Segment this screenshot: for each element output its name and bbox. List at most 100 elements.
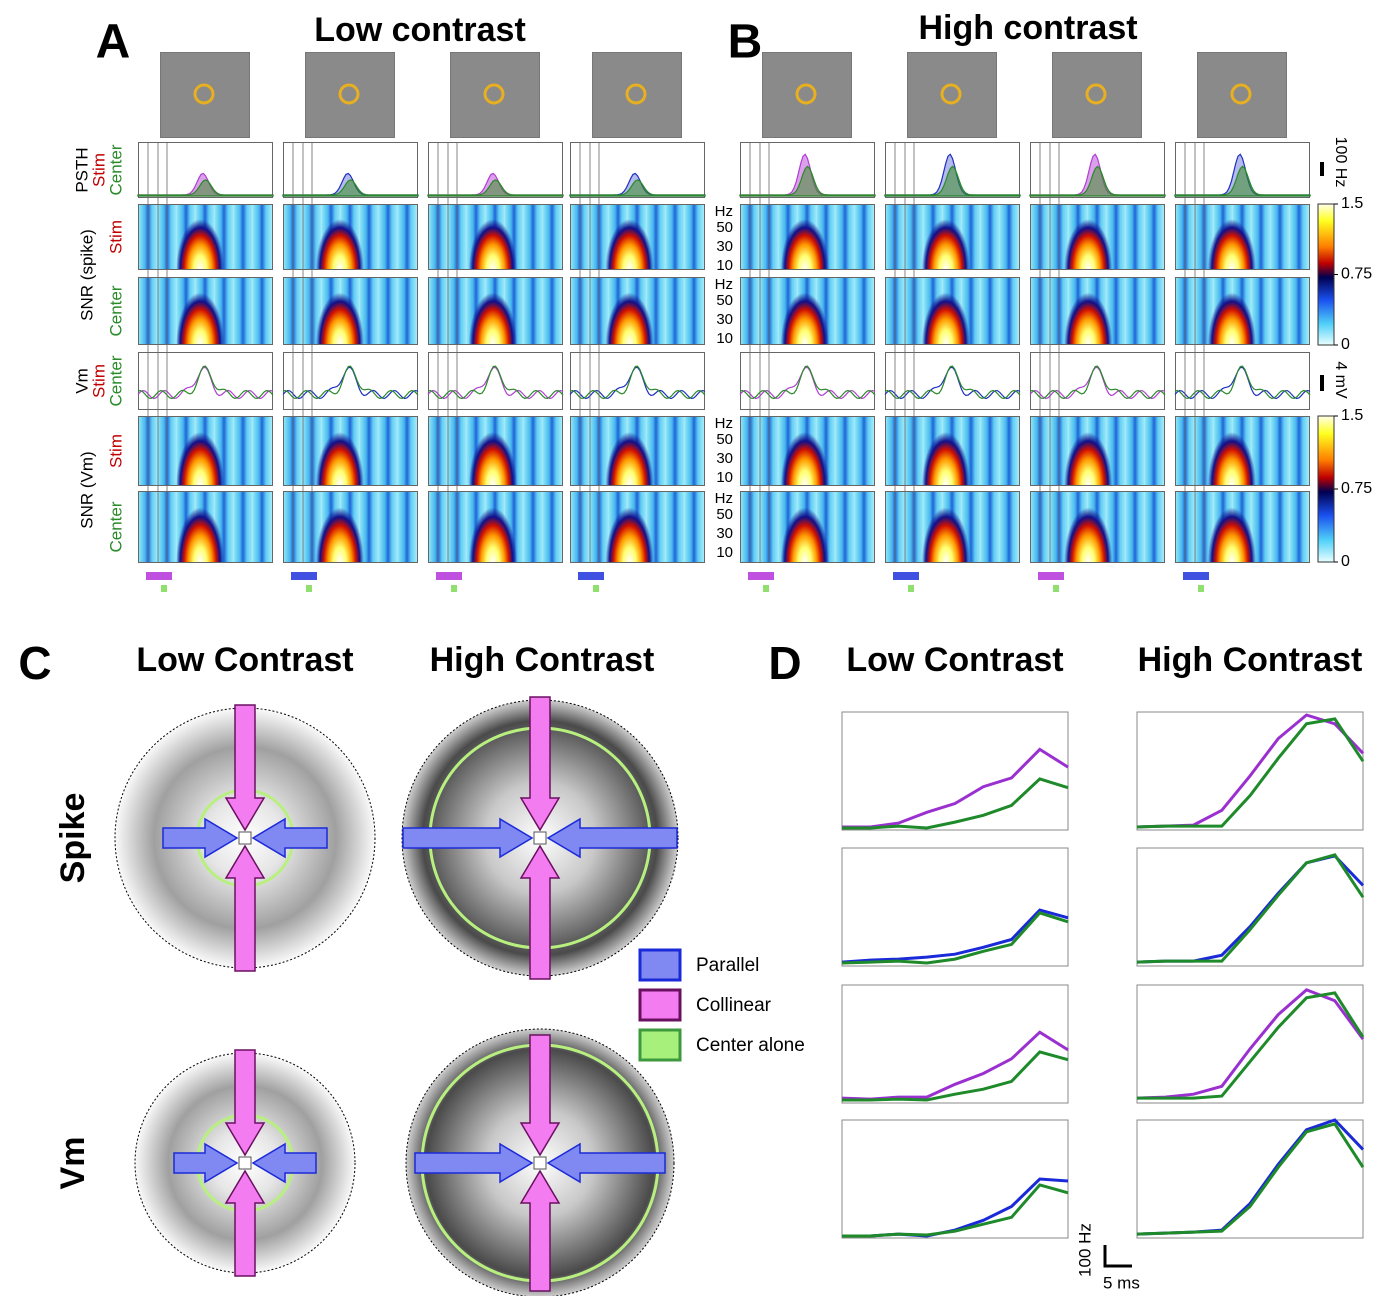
trace (282, 366, 419, 400)
stimulus-icon (1053, 585, 1059, 592)
row-label: Center (106, 501, 125, 552)
colorbar-label: 1.5 (1341, 195, 1363, 212)
scale-bar (1320, 375, 1324, 391)
spectrogram (570, 416, 705, 486)
spectrogram (885, 416, 1020, 486)
spectrogram (885, 204, 1020, 270)
colorbar-label: 0.75 (1341, 480, 1372, 497)
column-title: High Contrast (1138, 641, 1363, 679)
plot-frame (841, 711, 1069, 831)
spectrogram (1030, 491, 1165, 563)
plot-frame (841, 1119, 1069, 1239)
trace (137, 179, 274, 197)
scale-label: 100 Hz (1332, 137, 1349, 188)
spectrogram (283, 416, 418, 486)
center-square (238, 831, 252, 845)
stimulus-icon (451, 585, 457, 592)
center-square (238, 1156, 252, 1170)
row-label: Center (106, 355, 125, 406)
column-title: Low Contrast (846, 641, 1063, 679)
data-line (842, 1050, 1069, 1102)
stimulus-image (305, 52, 395, 138)
scale-bar (1103, 1245, 1132, 1268)
spectrogram (1030, 277, 1165, 345)
freq-unit: Hz (715, 415, 733, 432)
arrow (224, 1169, 266, 1277)
trace-panel (1030, 352, 1165, 410)
spectrogram (428, 416, 563, 486)
stimulus-image (762, 52, 852, 138)
trace (1029, 165, 1166, 197)
center-square (533, 831, 547, 845)
freq-tick: 30 (716, 311, 733, 328)
freq-tick: 50 (716, 431, 733, 448)
spectrogram (740, 491, 875, 563)
scale-label: 5 ms (1103, 1273, 1140, 1292)
arrow (414, 1142, 534, 1184)
trace (884, 366, 1021, 400)
stimulus-image (160, 52, 250, 138)
receptive-field (1230, 83, 1252, 105)
freq-tick: 10 (716, 257, 733, 274)
receptive-field (795, 83, 817, 105)
row-title: Spike (54, 793, 92, 884)
colorbar (1317, 415, 1335, 563)
colorbar (1317, 203, 1335, 346)
spectrogram (740, 204, 875, 270)
arrow (546, 1142, 666, 1184)
data-line (1136, 853, 1365, 964)
stimulus-icon (578, 572, 604, 580)
panel-letter: A (96, 16, 131, 69)
trace-panel (283, 352, 418, 410)
spectrogram (570, 491, 705, 563)
stimulus-image (1052, 52, 1142, 138)
trace (884, 165, 1021, 197)
arrow (519, 844, 561, 980)
stimulus-image (907, 52, 997, 138)
panel-title: High contrast (918, 9, 1137, 47)
stimulus-icon (908, 585, 914, 592)
plot-frame (1136, 984, 1364, 1104)
legend-label: Parallel (696, 955, 759, 976)
row-label: Stim (106, 434, 125, 468)
stimulus-icon (436, 572, 462, 580)
freq-unit: Hz (715, 203, 733, 220)
legend-label: Collinear (696, 995, 772, 1016)
trace-panel (570, 352, 705, 410)
receptive-field (940, 83, 962, 105)
trace (569, 366, 706, 400)
trace-panel (740, 352, 875, 410)
spectrogram (1175, 277, 1310, 345)
trace (569, 179, 706, 197)
arrow (546, 817, 678, 859)
spectrogram (885, 491, 1020, 563)
spectrogram (1030, 416, 1165, 486)
receptive-field (483, 83, 505, 105)
data-line (1137, 991, 1365, 1100)
stimulus-icon (161, 585, 167, 592)
trace-panel (885, 352, 1020, 410)
trace (282, 365, 419, 400)
plot-frame (841, 847, 1069, 967)
data-line (1136, 988, 1365, 1100)
freq-tick: 30 (716, 525, 733, 542)
freq-tick: 30 (716, 450, 733, 467)
trace-panel (1175, 352, 1310, 410)
trace (427, 365, 564, 400)
row-title: Vm (54, 1137, 92, 1190)
legend-swatch (638, 988, 682, 1022)
arrow (224, 704, 266, 832)
data-line (841, 908, 1069, 964)
spectrogram (283, 204, 418, 270)
spectrogram (570, 277, 705, 345)
trace (427, 366, 564, 400)
trace (1029, 366, 1166, 400)
spectrogram (1030, 204, 1165, 270)
arrow (162, 817, 239, 859)
freq-unit: Hz (715, 490, 733, 507)
data-line (842, 777, 1069, 830)
scale-label: 4 mV (1332, 361, 1349, 399)
scale-bar (1320, 162, 1324, 176)
spectrogram (740, 416, 875, 486)
